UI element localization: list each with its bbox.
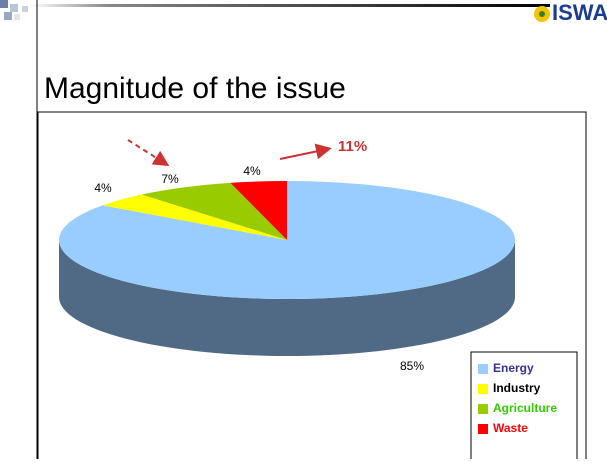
chart-frame bbox=[37, 111, 587, 464]
arrow bbox=[279, 143, 332, 160]
logo-text: ISWA bbox=[552, 0, 607, 25]
slide-title: Magnitude of the issue bbox=[44, 72, 346, 105]
legend-label: Waste bbox=[493, 421, 528, 435]
legend bbox=[470, 351, 578, 464]
legend-swatch bbox=[478, 364, 488, 374]
corner-squares bbox=[0, 0, 28, 20]
legend-label: Agriculture bbox=[493, 401, 557, 415]
top-rule bbox=[30, 4, 550, 7]
dashed-arrow bbox=[127, 139, 170, 167]
legend-swatch bbox=[478, 424, 488, 434]
legend-swatch bbox=[478, 384, 488, 394]
data-label: 7% bbox=[161, 172, 179, 186]
data-label: 85% bbox=[400, 359, 424, 373]
slice bbox=[230, 181, 287, 240]
slice bbox=[141, 182, 287, 240]
data-label: 4% bbox=[243, 164, 261, 178]
annotation: 11% bbox=[338, 138, 367, 155]
legend-label: Energy bbox=[493, 361, 534, 375]
slice bbox=[102, 194, 287, 240]
pie bbox=[58, 181, 516, 356]
slice-side bbox=[59, 240, 515, 356]
logo: ISWA bbox=[534, 0, 607, 25]
legend-swatch bbox=[478, 404, 488, 414]
slice bbox=[58, 181, 516, 300]
data-label: 4% bbox=[94, 181, 112, 195]
legend-label: Industry bbox=[493, 381, 541, 395]
